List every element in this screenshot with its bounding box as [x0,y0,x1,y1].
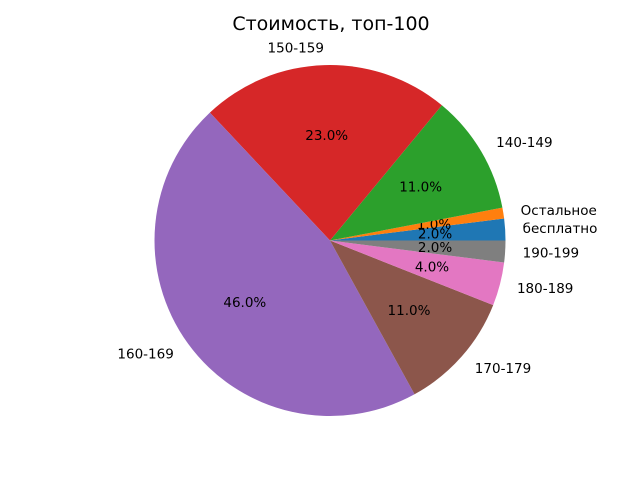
pct-label-3: 23.0% [305,128,348,144]
pct-label-5: 11.0% [388,303,431,319]
pie-slice-1 [330,207,505,241]
slice-label-1: Остальное [521,203,597,219]
pct-label-2: 11.0% [399,180,442,196]
pie-slice-3 [209,64,442,241]
slice-label-0: бесплатно [523,221,598,237]
slice-label-2: 140-149 [496,135,552,151]
pie-slice-6 [330,240,505,306]
pct-label-0: 2.0% [418,227,452,243]
slice-label-7: 190-199 [523,245,579,261]
pct-label-4: 46.0% [223,295,266,311]
pie-slice-5 [330,240,494,395]
pct-label-7: 2.0% [418,240,452,256]
slice-label-3: 150-159 [268,40,324,56]
slice-label-4: 160-169 [117,347,173,363]
pct-label-6: 4.0% [415,259,449,275]
pie-slice-0 [330,218,506,241]
slice-label-6: 180-189 [517,281,573,297]
chart-title: Стоимость, топ-100 [232,13,429,35]
slice-label-5: 170-179 [475,361,531,377]
pie-slice-4 [154,112,415,416]
pie-slice-2 [330,105,503,241]
pie-slice-7 [330,240,506,263]
